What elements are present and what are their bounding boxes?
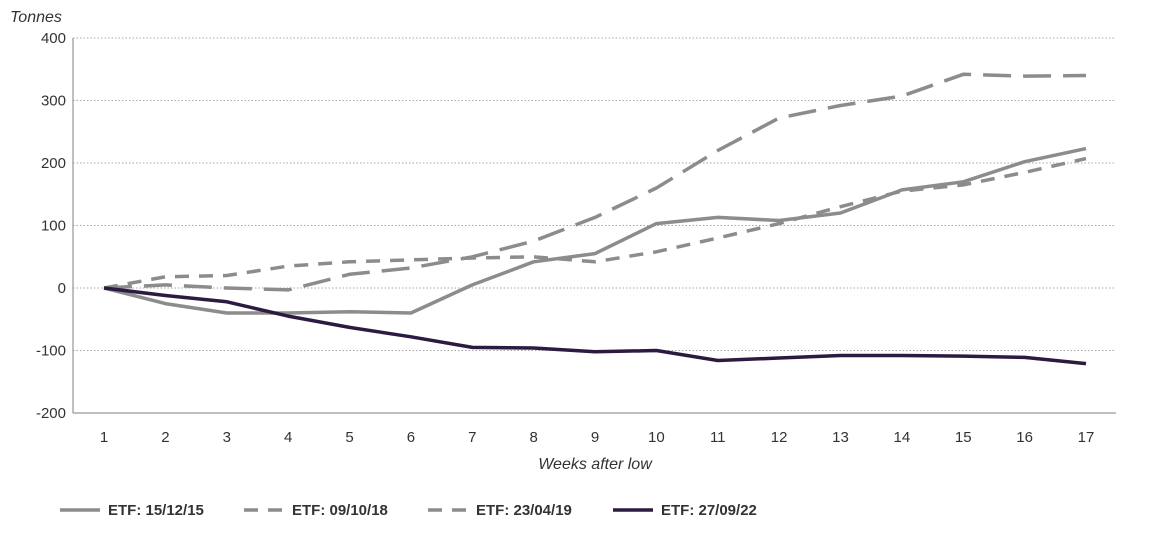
- legend-label: ETF: 23/04/19: [476, 502, 572, 519]
- x-tick-label: 9: [591, 429, 599, 446]
- x-tick-labels: 1 2 3 4 5 6 7 8 9 10 11 12 13 14 15 16 17: [100, 429, 1095, 446]
- y-tick-label: -200: [36, 405, 66, 422]
- x-tick-label: 8: [529, 429, 537, 446]
- y-tick-label: 400: [41, 30, 66, 47]
- x-tick-label: 13: [832, 429, 849, 446]
- series-line-4: [103, 286, 1087, 366]
- y-tick-label: 300: [41, 93, 66, 110]
- x-tick-label: 2: [161, 429, 169, 446]
- legend: ETF: 15/12/15 ETF: 09/10/18 ETF: 23/04/19 E…: [60, 502, 757, 519]
- y-tick-label: 200: [41, 155, 66, 172]
- series-line-2: [103, 156, 1087, 290]
- x-tick-label: 11: [710, 429, 726, 446]
- y-axis-title: Tonnes: [10, 9, 62, 26]
- axes: [72, 38, 1116, 414]
- x-tick-label: 10: [648, 429, 665, 446]
- y-tick-labels: 400 300 200 100 0 -100 -200: [36, 30, 66, 422]
- x-tick-label: 5: [345, 429, 353, 446]
- x-tick-label: 12: [771, 429, 788, 446]
- x-tick-label: 15: [955, 429, 972, 446]
- x-tick-label: 3: [223, 429, 231, 446]
- y-tick-label: 0: [58, 280, 66, 297]
- legend-label: ETF: 15/12/15: [108, 502, 204, 519]
- x-tick-label: 7: [468, 429, 476, 446]
- y-tick-label: 100: [41, 218, 66, 235]
- legend-label: ETF: 09/10/18: [292, 502, 388, 519]
- series-line-3: [103, 72, 1087, 292]
- y-tick-label: -100: [36, 343, 66, 360]
- x-tick-label: 4: [284, 429, 292, 446]
- x-axis-title: Weeks after low: [538, 456, 653, 473]
- x-tick-label: 17: [1078, 429, 1095, 446]
- x-tick-label: 16: [1016, 429, 1033, 446]
- series-lines: [103, 72, 1087, 366]
- legend-label: ETF: 27/09/22: [661, 502, 757, 519]
- x-tick-label: 1: [100, 429, 108, 446]
- x-tick-label: 6: [407, 429, 415, 446]
- x-tick-label: 14: [894, 429, 911, 446]
